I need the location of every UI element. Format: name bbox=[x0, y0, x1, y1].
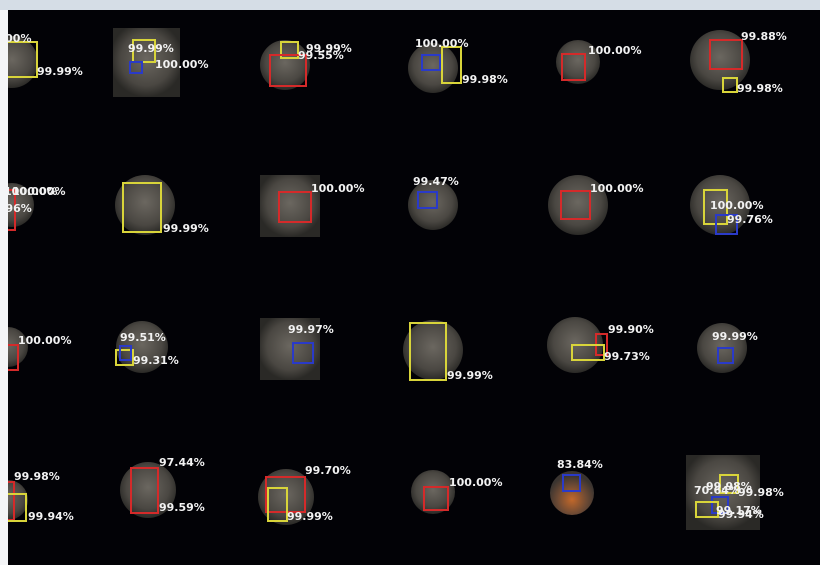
bounding-box bbox=[8, 493, 27, 522]
confidence-label: 99.98% bbox=[462, 73, 508, 86]
confidence-label: 99.99% bbox=[287, 510, 333, 523]
bounding-box bbox=[130, 467, 159, 514]
bounding-box bbox=[119, 345, 132, 361]
cell-image bbox=[260, 318, 320, 380]
bounding-box bbox=[115, 349, 134, 366]
cell-image bbox=[411, 470, 455, 514]
confidence-label: 100.00% bbox=[588, 44, 641, 57]
confidence-label: 100.00% bbox=[311, 182, 364, 195]
bounding-box bbox=[8, 344, 19, 371]
bounding-box bbox=[722, 77, 738, 93]
cell-image bbox=[690, 30, 750, 90]
bounding-box bbox=[292, 342, 314, 364]
bounding-box bbox=[560, 190, 591, 220]
bounding-box bbox=[8, 41, 38, 78]
confidence-label: 83.84% bbox=[557, 458, 603, 471]
confidence-label: 99.97% bbox=[288, 323, 334, 336]
bounding-box bbox=[695, 501, 719, 518]
confidence-label: 99.98% bbox=[737, 82, 783, 95]
bounding-box bbox=[129, 61, 143, 74]
confidence-label: 99.55% bbox=[298, 49, 344, 62]
confidence-label: 99.94% bbox=[718, 508, 764, 521]
bounding-box bbox=[8, 189, 16, 231]
confidence-label: 99.99% bbox=[306, 42, 352, 55]
cell-image bbox=[260, 40, 310, 90]
confidence-label: 99.98% bbox=[738, 486, 784, 499]
bounding-box bbox=[421, 54, 441, 71]
confidence-label: 99.70% bbox=[305, 464, 351, 477]
bounding-box bbox=[571, 344, 605, 361]
confidence-label: 100.00% bbox=[710, 199, 763, 212]
bounding-box bbox=[711, 496, 729, 514]
confidence-label: 99.99% bbox=[712, 330, 758, 343]
confidence-label: 100.00% bbox=[155, 58, 208, 71]
bounding-box bbox=[132, 39, 156, 63]
confidence-label: 99.76% bbox=[727, 213, 773, 226]
bounding-box bbox=[717, 347, 734, 364]
bounding-box bbox=[709, 39, 743, 70]
confidence-label: 100.00% bbox=[12, 185, 65, 198]
confidence-label: 99.96% bbox=[0, 202, 32, 215]
bounding-box bbox=[417, 191, 438, 209]
bounding-box bbox=[719, 474, 739, 494]
confidence-label: 99.90% bbox=[608, 323, 654, 336]
cell-image bbox=[120, 462, 176, 518]
cell-image bbox=[8, 480, 28, 520]
bounding-box bbox=[278, 191, 312, 223]
confidence-label: 100.00% bbox=[590, 182, 643, 195]
bounding-box bbox=[562, 474, 581, 492]
cell-image bbox=[556, 40, 600, 84]
confidence-label: 99.47% bbox=[413, 175, 459, 188]
top-strip bbox=[0, 0, 820, 10]
cell-image bbox=[408, 43, 458, 93]
confidence-label: 99.98% bbox=[706, 480, 752, 493]
confidence-label: 99.99% bbox=[37, 65, 83, 78]
confidence-label: 99.51% bbox=[120, 331, 166, 344]
confidence-label: 100.00% bbox=[4, 185, 57, 198]
confidence-label: 70.64% bbox=[694, 484, 740, 497]
confidence-label: 99.98% bbox=[14, 470, 60, 483]
confidence-label: 97.44% bbox=[159, 456, 205, 469]
confidence-label: 99.17% bbox=[716, 504, 762, 517]
bounding-box bbox=[561, 53, 586, 81]
confidence-label: 99.31% bbox=[133, 354, 179, 367]
bounding-box bbox=[715, 214, 738, 235]
bounding-box bbox=[423, 486, 449, 511]
confidence-label: 99.99% bbox=[447, 369, 493, 382]
confidence-label: 99.59% bbox=[159, 501, 205, 514]
bounding-box bbox=[269, 54, 307, 87]
bounding-box bbox=[265, 476, 306, 513]
confidence-label: 99.99% bbox=[128, 42, 174, 55]
confidence-label: 100.00% bbox=[415, 37, 468, 50]
cell-image bbox=[403, 320, 463, 380]
confidence-label: 100.00% bbox=[449, 476, 502, 489]
bounding-box bbox=[280, 41, 299, 59]
bounding-box bbox=[441, 46, 462, 84]
confidence-label: 99.73% bbox=[604, 350, 650, 363]
confidence-label: 99.94% bbox=[28, 510, 74, 523]
cells: 100.00%99.99%99.99%100.00%99.99%99.55%10… bbox=[0, 28, 787, 530]
bounding-box bbox=[409, 322, 447, 381]
confidence-label: 100.00% bbox=[18, 334, 71, 347]
bounding-box bbox=[267, 487, 288, 522]
confidence-label: 99.88% bbox=[741, 30, 787, 43]
cell-image bbox=[8, 36, 38, 88]
cell-image bbox=[550, 471, 594, 515]
confidence-label: 100.00% bbox=[0, 32, 31, 45]
confidence-label: 99.99% bbox=[163, 222, 209, 235]
bounding-box bbox=[122, 182, 162, 233]
